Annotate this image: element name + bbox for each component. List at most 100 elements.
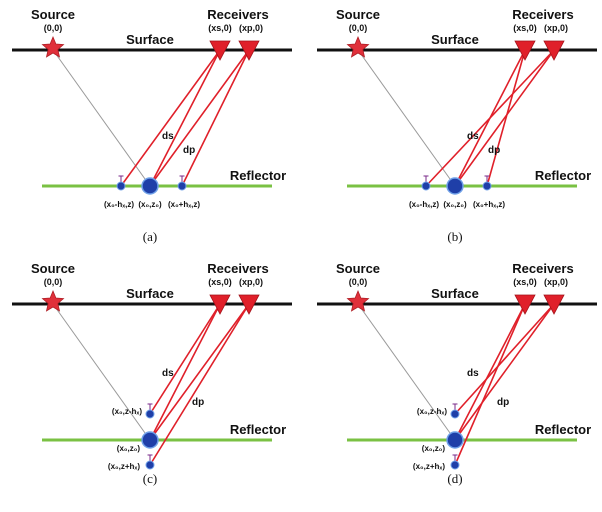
ray-2 xyxy=(454,49,555,187)
reflector-label: Reflector xyxy=(230,422,286,437)
source-ray xyxy=(357,303,456,441)
point-side-1 xyxy=(450,409,460,419)
dp-label: dp xyxy=(183,145,195,156)
xs-coord: (xs,0) xyxy=(208,23,232,33)
source-coord: (0,0) xyxy=(349,23,368,33)
receivers-label: Receivers xyxy=(207,7,268,22)
surface-label: Surface xyxy=(431,286,479,301)
caption: (a) xyxy=(143,229,157,244)
ray-2 xyxy=(454,303,555,441)
point-side-2 xyxy=(177,181,187,191)
point-side-2 xyxy=(482,181,492,191)
dp-label: dp xyxy=(192,397,204,408)
receiver-xp-icon xyxy=(543,294,565,315)
source-coord: (0,0) xyxy=(44,23,63,33)
ray-4 xyxy=(454,303,526,466)
panel-c: Source(0,0) Surface Receivers(xs,0) (xp,0) R… xyxy=(12,261,292,486)
ds-label: ds xyxy=(162,131,174,142)
point-label-3: (x₀,z+hₓ) xyxy=(108,462,140,471)
point-side-2 xyxy=(450,460,460,470)
receiver-xp-icon xyxy=(238,40,260,61)
receiver-xs-icon xyxy=(209,294,231,315)
source-label: Source xyxy=(31,7,75,22)
point-center xyxy=(141,431,159,449)
ray-3 xyxy=(120,49,221,187)
dp-label: dp xyxy=(488,145,500,156)
panel-a: Source(0,0) Surface Receivers(xs,0) (xp,0) R… xyxy=(12,7,292,244)
ds-label: ds xyxy=(467,131,479,142)
ray-2 xyxy=(149,49,250,187)
caption: (c) xyxy=(143,471,157,486)
surface-label: Surface xyxy=(431,32,479,47)
ds-label: ds xyxy=(162,368,174,379)
receivers-label: Receivers xyxy=(512,7,573,22)
point-label-1: (x₀-hₓ,z) xyxy=(409,200,439,209)
point-label-1: (x₀-hₓ,z) xyxy=(104,200,134,209)
point-side-1 xyxy=(421,181,431,191)
source-coord: (0,0) xyxy=(44,277,63,287)
xp-coord: (xp,0) xyxy=(544,277,568,287)
ray-4 xyxy=(149,303,250,466)
receivers-label: Receivers xyxy=(207,261,268,276)
ray-1 xyxy=(454,303,526,441)
source-coord: (0,0) xyxy=(349,277,368,287)
source-ray xyxy=(357,49,456,187)
point-side-1 xyxy=(145,409,155,419)
point-label-2: (x₀,z₀) xyxy=(443,200,467,209)
point-label-1: (x₀,z-hₓ) xyxy=(417,407,447,416)
receiver-xs-icon xyxy=(514,294,536,315)
ds-label: ds xyxy=(467,368,479,379)
receivers-label: Receivers xyxy=(512,261,573,276)
xs-coord: (xs,0) xyxy=(513,277,537,287)
ray-4 xyxy=(486,49,526,187)
xs-coord: (xs,0) xyxy=(513,23,537,33)
ray-3 xyxy=(149,303,221,415)
surface-label: Surface xyxy=(126,32,174,47)
ray-1 xyxy=(149,303,221,441)
point-center xyxy=(141,177,159,195)
ray-2 xyxy=(149,303,250,441)
dp-label: dp xyxy=(497,397,509,408)
receiver-xs-icon xyxy=(209,40,231,61)
ray-3 xyxy=(425,49,555,187)
xp-coord: (xp,0) xyxy=(239,277,263,287)
point-center xyxy=(446,431,464,449)
xp-coord: (xp,0) xyxy=(544,23,568,33)
source-star-icon xyxy=(346,35,370,58)
point-center xyxy=(446,177,464,195)
caption: (b) xyxy=(447,229,462,244)
point-label-3: (x₀,z+hₓ) xyxy=(413,462,445,471)
source-ray xyxy=(52,303,151,441)
surface-label: Surface xyxy=(126,286,174,301)
panel-d: Source(0,0) Surface Receivers(xs,0) (xp,0) R… xyxy=(317,261,597,486)
caption: (d) xyxy=(447,471,462,486)
ray-4 xyxy=(181,49,250,187)
receiver-xp-icon xyxy=(238,294,260,315)
source-label: Source xyxy=(336,261,380,276)
point-label-2: (x₀,z₀) xyxy=(138,200,162,209)
point-side-1 xyxy=(116,181,126,191)
point-label-3: (x₀+hₓ,z) xyxy=(473,200,505,209)
reflector-label: Reflector xyxy=(535,168,591,183)
source-label: Source xyxy=(336,7,380,22)
source-ray xyxy=(52,49,151,187)
point-label-2: (x₀,z₀) xyxy=(117,444,141,453)
ray-3 xyxy=(454,303,555,415)
source-label: Source xyxy=(31,261,75,276)
point-label-3: (x₀+hₓ,z) xyxy=(168,200,200,209)
point-side-2 xyxy=(145,460,155,470)
receiver-xp-icon xyxy=(543,40,565,61)
source-star-icon xyxy=(41,35,65,58)
reflector-label: Reflector xyxy=(535,422,591,437)
receiver-xs-icon xyxy=(514,40,536,61)
xs-coord: (xs,0) xyxy=(208,277,232,287)
source-star-icon xyxy=(346,289,370,312)
ray-1 xyxy=(149,49,221,187)
source-star-icon xyxy=(41,289,65,312)
point-label-1: (x₀,z-hₓ) xyxy=(112,407,142,416)
panel-b: Source(0,0) Surface Receivers(xs,0) (xp,0) R… xyxy=(317,7,597,244)
xp-coord: (xp,0) xyxy=(239,23,263,33)
reflector-label: Reflector xyxy=(230,168,286,183)
point-label-2: (x₀,z₀) xyxy=(422,444,446,453)
